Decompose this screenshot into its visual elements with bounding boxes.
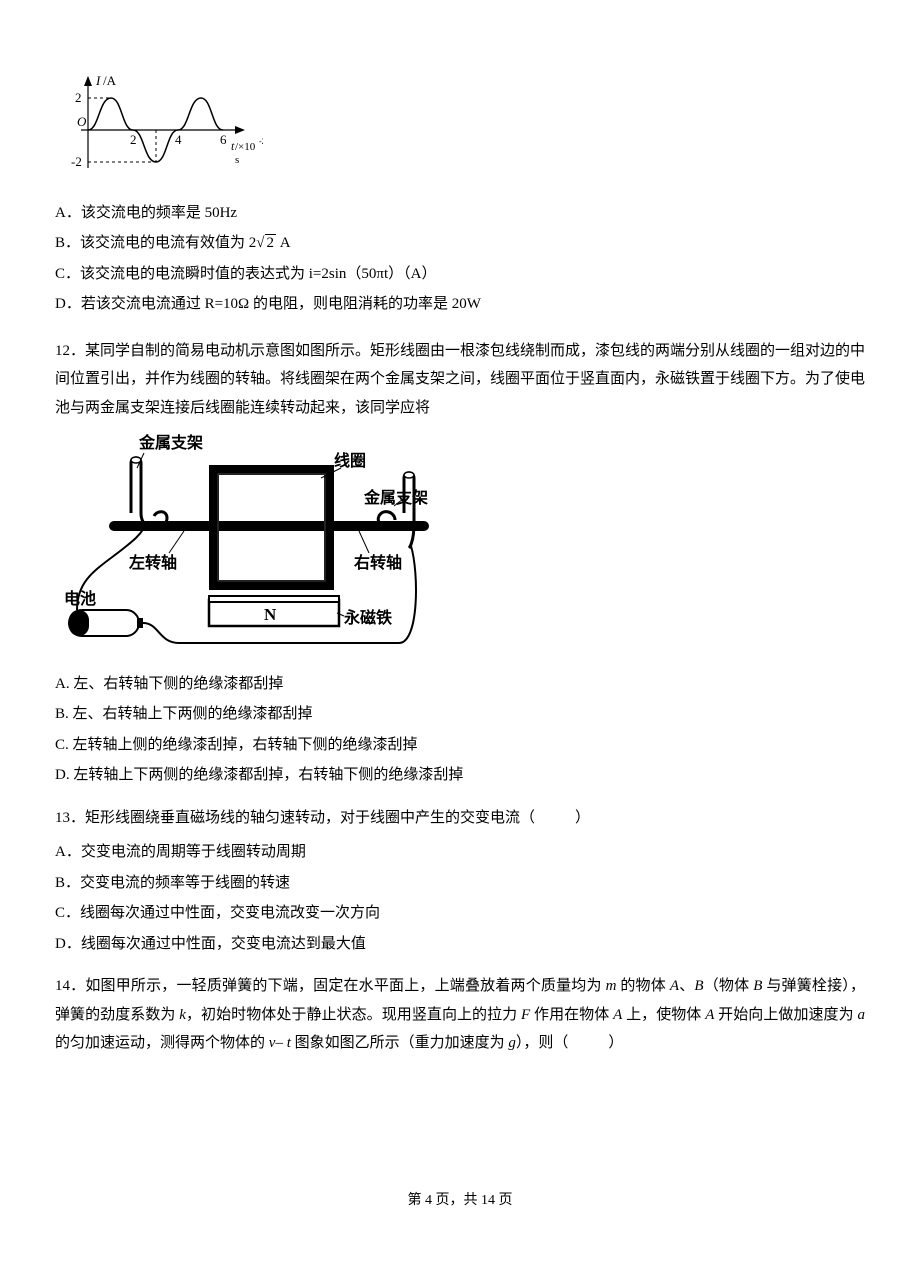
q11-option-b: B．该交流电的电流有效值为 2√2 A: [55, 229, 865, 258]
label-support-right: 金属支架: [363, 488, 428, 507]
q14-m: m: [606, 978, 617, 994]
sqrt-symbol: √2: [256, 229, 276, 258]
q14-p11: 图象如图乙所示（重力加速度为: [291, 1035, 509, 1051]
q14-g: g: [508, 1035, 516, 1051]
q12-option-a: A. 左、右转轴下侧的绝缘漆都刮掉: [55, 670, 865, 699]
svg-text:2: 2: [75, 90, 82, 105]
q14-F: F: [521, 1007, 530, 1023]
q14-p3: 、: [679, 978, 694, 994]
q11-b-post: A: [276, 235, 291, 251]
footer-page: 4: [425, 1193, 432, 1208]
q13-stem-pre: 13．矩形线圈绕垂直磁场线的轴匀速转动，对于线圈中产生的交变电流（: [55, 810, 535, 826]
q13-option-a: A．交变电流的周期等于线圈转动周期: [55, 838, 865, 867]
label-coil: 线圈: [334, 451, 366, 470]
svg-text:-2: -2: [259, 137, 263, 146]
q14-a: a: [857, 1007, 865, 1023]
q14-p7: 作用在物体: [530, 1007, 613, 1023]
q12-option-d: D. 左转轴上下两侧的绝缘漆都刮掉，右转轴下侧的绝缘漆刮掉: [55, 761, 865, 790]
q11-option-a: A．该交流电的频率是 50Hz: [55, 199, 865, 228]
label-axle-right: 右转轴: [354, 553, 402, 572]
q14-dash: –: [275, 1035, 283, 1051]
label-magnet: 永磁铁: [343, 608, 392, 627]
q12-stem: 12．某同学自制的简易电动机示意图如图所示。矩形线圈由一根漆包线绕制而成，漆包线…: [55, 337, 865, 423]
q11-option-d: D．若该交流电流通过 R=10Ω 的电阻，则电阻消耗的功率是 20W: [55, 290, 865, 319]
q14-p6: ，初始时物体处于静止状态。现用竖直向上的拉力: [186, 1007, 521, 1023]
q14-t: t: [283, 1035, 291, 1051]
q14-p8: 上，使物体: [622, 1007, 705, 1023]
svg-text:I: I: [95, 73, 101, 88]
svg-text:/A: /A: [103, 73, 117, 88]
q13-stem: 13．矩形线圈绕垂直磁场线的轴匀速转动，对于线圈中产生的交变电流（ ）: [55, 804, 865, 833]
q11-b-pre: B．该交流电的电流有效值为 2: [55, 235, 256, 251]
q14-p10: 的匀加速运动，测得两个物体的: [55, 1035, 269, 1051]
q14-p13: ）: [608, 1035, 623, 1051]
q11-sine-figure: I /A 2 -2 O 2 4 6 t /×10 -2 s: [63, 70, 865, 191]
q13-option-d: D．线圈每次通过中性面，交变电流达到最大值: [55, 930, 865, 959]
svg-text:-2: -2: [71, 154, 82, 169]
q14-A3: A: [705, 1007, 714, 1023]
svg-text:2: 2: [130, 132, 137, 147]
q14-p9: 开始向上做加速度为: [714, 1007, 857, 1023]
q14-p12: ），则（: [516, 1035, 569, 1051]
footer-mid: 页，共: [432, 1193, 481, 1208]
page-footer: 第 4 页，共 14 页: [55, 1188, 865, 1215]
q14-p2: 的物体: [616, 978, 669, 994]
label-magnet-n: N: [264, 605, 277, 624]
svg-text:s: s: [235, 154, 239, 166]
label-axle-left: 左转轴: [128, 553, 177, 572]
q14-p1: 14．如图甲所示，一轻质弹簧的下端，固定在水平面上，上端叠放着两个质量均为: [55, 978, 606, 994]
motor-diagram-svg: 电池 N 金属支架 线圈 金属支架 左转轴 右转轴: [59, 428, 479, 653]
q14-A2: A: [613, 1007, 622, 1023]
q14-A1: A: [670, 978, 679, 994]
label-support-left: 金属支架: [138, 433, 203, 452]
q12-option-c: C. 左转轴上侧的绝缘漆刮掉，右转轴下侧的绝缘漆刮掉: [55, 731, 865, 760]
footer-total: 14: [481, 1193, 495, 1208]
sqrt-radicand: 2: [265, 234, 277, 251]
q11-option-c: C．该交流电的电流瞬时值的表达式为 i=2sin（50πt）（A）: [55, 260, 865, 289]
q13-stem-post: ）: [575, 810, 590, 826]
svg-text:/×10: /×10: [235, 141, 256, 153]
q13-option-c: C．线圈每次通过中性面，交变电流改变一次方向: [55, 899, 865, 928]
q12-motor-figure: 电池 N 金属支架 线圈 金属支架 左转轴 右转轴: [59, 428, 865, 664]
svg-text:O: O: [77, 114, 87, 129]
svg-text:6: 6: [220, 132, 227, 147]
sine-chart-svg: I /A 2 -2 O 2 4 6 t /×10 -2 s: [63, 70, 263, 180]
q12-option-b: B. 左、右转轴上下两侧的绝缘漆都刮掉: [55, 700, 865, 729]
q14-B1: B: [694, 978, 703, 994]
footer-pre: 第: [408, 1193, 426, 1208]
q14-p4: （物体: [704, 978, 754, 994]
svg-text:4: 4: [175, 132, 182, 147]
q13-option-b: B．交变电流的频率等于线圈的转速: [55, 869, 865, 898]
footer-post: 页: [495, 1193, 513, 1208]
q14-k: k: [179, 1007, 186, 1023]
q14-stem: 14．如图甲所示，一轻质弹簧的下端，固定在水平面上，上端叠放着两个质量均为 m …: [55, 972, 865, 1058]
